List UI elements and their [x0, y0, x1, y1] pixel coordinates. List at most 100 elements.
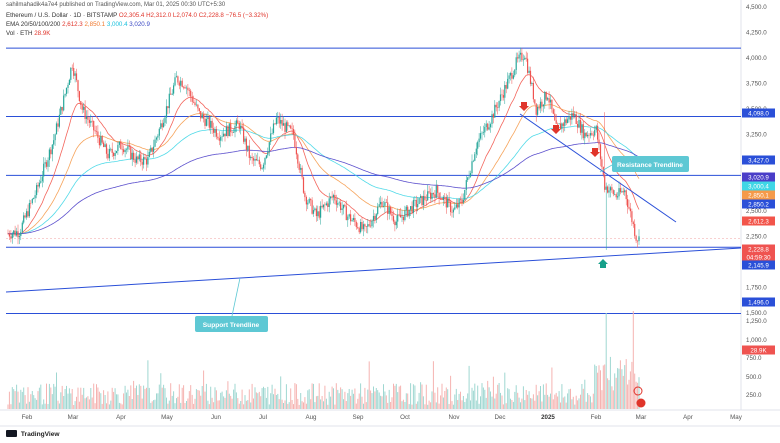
candle-body — [295, 147, 297, 155]
volume-bar — [521, 398, 523, 409]
candle-body — [298, 163, 300, 170]
price-tick-label: 3,750.0 — [746, 81, 767, 88]
candle-body — [431, 193, 433, 199]
ema-legend[interactable]: EMA 20/50/100/200 2,612.3 2,850.1 3,000.… — [6, 21, 150, 29]
candle-body — [395, 221, 397, 226]
price-badge-label: 2,850.1 — [748, 192, 769, 199]
volume-bar — [48, 383, 50, 409]
candle-body — [240, 125, 242, 129]
candle-body — [448, 198, 450, 202]
volume-legend[interactable]: Vol · ETH 28.9K — [6, 30, 50, 38]
candle-body — [421, 195, 423, 206]
volume-bar — [344, 391, 346, 409]
volume-bar — [545, 383, 547, 409]
candle-body — [50, 149, 52, 155]
volume-bar — [452, 404, 454, 409]
candle-body — [88, 119, 90, 123]
candle-body — [637, 240, 639, 242]
tradingview-logo[interactable]: TradingView — [6, 430, 60, 438]
candle-body — [308, 198, 310, 203]
candle-body — [264, 158, 266, 165]
candle-body — [211, 120, 213, 129]
symbol-legend[interactable]: Ethereum / U.S. Dollar · 1D · BITSTAMP O… — [6, 12, 268, 20]
volume-bar — [397, 392, 399, 409]
candle-body — [387, 202, 389, 214]
volume-bar — [361, 396, 363, 409]
candle-body — [71, 67, 73, 69]
candle-body — [334, 195, 336, 201]
candle-body — [352, 218, 355, 221]
volume-bar — [198, 390, 200, 409]
volume-bar — [378, 392, 380, 409]
candle-body — [591, 133, 593, 135]
volume-bar — [305, 403, 307, 409]
candle-body — [98, 137, 100, 146]
candle-body — [538, 107, 540, 109]
volume-bar — [154, 399, 156, 409]
candle-body — [555, 120, 557, 124]
candle-body — [17, 231, 19, 238]
candle-body — [405, 206, 407, 211]
volume-bar — [191, 394, 193, 409]
candle-body — [275, 117, 277, 125]
volume-bar — [407, 393, 409, 409]
volume-bar — [327, 404, 329, 409]
volume-bar — [609, 356, 611, 409]
candle-body — [55, 123, 58, 135]
candle-body — [307, 202, 309, 205]
volume-bar — [186, 401, 187, 409]
price-tick-label: 250.0 — [746, 392, 762, 399]
volume-bar — [487, 380, 489, 409]
price-badge — [742, 181, 775, 191]
candle-body — [322, 204, 325, 208]
price-badge-label: 1,496.0 — [748, 299, 769, 306]
candle-body — [287, 122, 289, 126]
volume-bar — [251, 383, 253, 409]
volume-bar — [574, 404, 576, 409]
volume-bar — [555, 392, 557, 409]
candle-body — [565, 119, 567, 123]
volume-bar — [131, 399, 133, 409]
volume-bar — [512, 401, 514, 409]
candle-body — [521, 52, 523, 61]
candle-body — [621, 191, 623, 193]
volume-bar — [183, 385, 185, 409]
volume-bar — [100, 393, 102, 409]
candle-body — [318, 211, 320, 218]
volume-bar — [637, 382, 639, 409]
candle-body — [70, 67, 72, 80]
volume-bar — [420, 382, 422, 409]
candle-body — [270, 133, 272, 143]
volume-bar — [394, 385, 396, 409]
volume-bar — [460, 391, 461, 409]
volume-bar — [311, 383, 313, 409]
candle-body — [351, 220, 353, 222]
volume-bar — [594, 364, 596, 409]
volume-bar — [80, 387, 82, 409]
volume-bar — [50, 387, 52, 409]
candle-body — [468, 176, 470, 178]
volume-bar — [402, 399, 404, 409]
candle-body — [388, 207, 390, 214]
candle-body — [97, 131, 99, 138]
volume-bar — [51, 394, 53, 409]
candle-body — [167, 106, 169, 109]
candle-body — [251, 156, 253, 159]
volume-bar — [472, 390, 474, 409]
candle-body — [245, 138, 247, 150]
candle-body — [585, 132, 587, 137]
candle-body — [157, 135, 159, 138]
volume-bar — [231, 398, 233, 409]
volume-bar — [321, 396, 323, 409]
candle-body — [447, 198, 449, 208]
volume-bar — [268, 404, 270, 409]
time-tick-label: Mar — [68, 414, 79, 421]
candle-body — [554, 113, 556, 121]
volume-bar — [114, 388, 116, 409]
volume-bar — [151, 401, 153, 409]
candle-body — [435, 185, 437, 198]
volume-bar — [265, 397, 267, 409]
candle-body — [501, 94, 503, 96]
volume-bar — [224, 397, 226, 409]
